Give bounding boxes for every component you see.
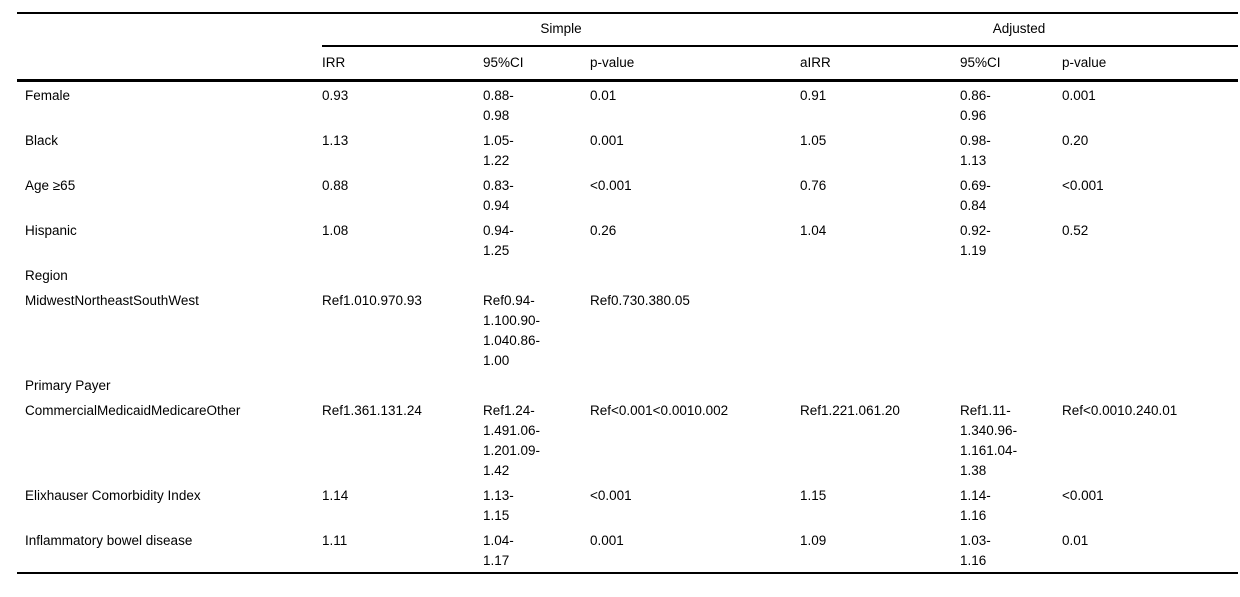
column-header-irr: IRR [322,46,483,82]
column-header-ci-adjusted: 95%CI [960,46,1063,82]
cell-simple-ci: 0.88- 0.98 [483,88,514,123]
table-container: Simple Adjusted IRR 95%CI p-value aIRR 9… [17,12,1240,574]
cell-simple-ci: 0.94- 1.25 [483,223,514,258]
cell-adjusted-ci: 0.86- 0.96 [960,88,991,123]
cell-simple-irr [322,262,483,287]
cell-adjusted-airr [800,372,960,397]
cell-adjusted-pvalue: <0.001 [1062,178,1104,193]
cell-simple-irr: Ref1.361.131.24 [322,403,422,418]
cell-simple-ci: 1.04- 1.17 [483,533,514,568]
cell-adjusted-pvalue: Ref<0.0010.240.01 [1062,403,1178,418]
column-header-airr: aIRR [800,46,961,82]
group-header-row: Simple Adjusted [17,13,1239,47]
row-label: Primary Payer [25,378,111,393]
row-label: Inflammatory bowel disease [25,533,193,548]
cell-simple-pvalue: 0.26 [590,223,617,238]
cell-simple-pvalue [590,262,800,287]
cell-simple-pvalue: Ref0.730.380.05 [590,293,690,308]
table-row-black: Black 1.13 1.05- 1.22 0.001 1.05 0.98- 1… [17,127,1238,172]
cell-adjusted-airr [800,262,960,287]
cell-simple-pvalue: <0.001 [590,178,632,193]
cell-adjusted-pvalue: 0.52 [1062,223,1089,238]
cell-adjusted-ci [960,372,1062,397]
table-row-female: Female 0.93 0.88- 0.98 0.01 0.91 0.86- 0… [17,81,1238,128]
cell-adjusted-ci [960,287,1062,372]
cell-adjusted-airr: 1.09 [800,533,827,548]
cell-adjusted-airr: 1.15 [800,488,827,503]
column-header-pvalue-simple: p-value [590,46,801,82]
table-row-primary-payer: Primary Payer [17,372,1238,397]
table-row-hispanic: Hispanic 1.08 0.94- 1.25 0.26 1.04 0.92-… [17,217,1238,262]
cell-simple-irr: 1.08 [322,223,349,238]
cell-simple-irr [322,372,483,397]
column-header-label [17,46,322,82]
cell-simple-ci: 1.05- 1.22 [483,133,514,168]
cell-adjusted-pvalue [1062,372,1238,397]
cell-adjusted-pvalue: 0.01 [1062,533,1089,548]
results-table: Simple Adjusted IRR 95%CI p-value aIRR 9… [17,12,1239,574]
cell-simple-irr: 0.88 [322,178,349,193]
cell-simple-ci: Ref0.94- 1.100.90- 1.040.86- 1.00 [483,293,541,368]
cell-adjusted-ci: 0.92- 1.19 [960,223,991,258]
cell-simple-ci: 0.83- 0.94 [483,178,514,213]
cell-adjusted-pvalue: 0.20 [1062,133,1089,148]
cell-adjusted-pvalue [1062,287,1238,372]
cell-adjusted-pvalue: <0.001 [1062,488,1104,503]
cell-adjusted-ci: 1.03- 1.16 [960,533,991,568]
cell-adjusted-airr: 1.05 [800,133,827,148]
cell-simple-irr: 1.14 [322,488,349,503]
cell-simple-irr: 1.13 [322,133,349,148]
group-header-adjusted: Adjusted [800,13,1239,47]
cell-adjusted-ci: 1.14- 1.16 [960,488,991,523]
group-header-spacer [17,13,322,46]
row-label: CommercialMedicaidMedicareOther [25,403,241,418]
row-label: Elixhauser Comorbidity Index [25,488,201,503]
table-row-payer-levels: CommercialMedicaidMedicareOther Ref1.361… [17,397,1238,482]
table-row-region: Region [17,262,1238,287]
cell-simple-pvalue: Ref<0.001<0.0010.002 [590,403,729,418]
row-label: MidwestNortheastSouthWest [25,293,199,308]
cell-simple-pvalue: 0.01 [590,88,617,103]
table-row-elixhauser: Elixhauser Comorbidity Index 1.14 1.13- … [17,482,1238,527]
cell-simple-pvalue: <0.001 [590,488,632,503]
row-label: Age ≥65 [25,178,76,193]
cell-adjusted-pvalue [1062,262,1238,287]
row-label: Region [25,268,68,283]
cell-simple-ci [483,372,590,397]
group-header-simple: Simple [322,13,801,47]
cell-simple-ci [483,262,590,287]
cell-adjusted-airr: 1.04 [800,223,827,238]
cell-simple-ci: Ref1.24- 1.491.06- 1.201.09- 1.42 [483,403,541,478]
cell-adjusted-ci [960,262,1062,287]
cell-simple-pvalue [590,372,800,397]
cell-adjusted-pvalue: 0.001 [1062,88,1096,103]
cell-adjusted-airr [800,287,960,372]
cell-adjusted-ci: 0.98- 1.13 [960,133,991,168]
cell-simple-ci: 1.13- 1.15 [483,488,514,523]
cell-simple-irr: 0.93 [322,88,349,103]
row-label: Black [25,133,59,148]
table-row-ibd: Inflammatory bowel disease 1.11 1.04- 1.… [17,527,1238,573]
row-label: Hispanic [25,223,77,238]
cell-simple-pvalue: 0.001 [590,133,624,148]
cell-adjusted-airr: Ref1.221.061.20 [800,403,900,418]
table-row-age-65: Age ≥65 0.88 0.83- 0.94 <0.001 0.76 0.69… [17,172,1238,217]
column-header-row: IRR 95%CI p-value aIRR 95%CI p-value [17,46,1239,82]
cell-simple-pvalue: 0.001 [590,533,624,548]
column-header-ci-simple: 95%CI [483,46,590,82]
cell-simple-irr: 1.11 [322,533,348,548]
cell-adjusted-ci: Ref1.11- 1.340.96- 1.161.04- 1.38 [960,403,1018,478]
cell-simple-irr: Ref1.010.970.93 [322,293,422,308]
cell-adjusted-airr: 0.91 [800,88,827,103]
cell-adjusted-airr: 0.76 [800,178,827,193]
table-row-region-levels: MidwestNortheastSouthWest Ref1.010.970.9… [17,287,1238,372]
cell-adjusted-ci: 0.69- 0.84 [960,178,991,213]
row-label: Female [25,88,71,103]
column-header-pvalue-adjusted: p-value [1062,46,1239,82]
